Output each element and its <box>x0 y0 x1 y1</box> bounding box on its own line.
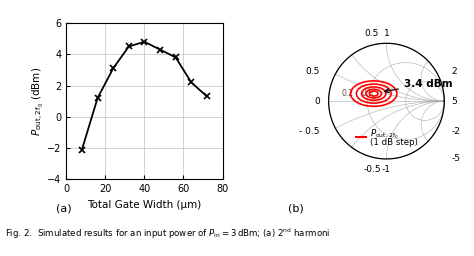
Text: 0.5: 0.5 <box>361 89 373 98</box>
Text: 0.5: 0.5 <box>306 67 320 76</box>
Text: -1: -1 <box>382 165 391 174</box>
Text: 0.5: 0.5 <box>365 28 379 38</box>
Text: $P_{\mathrm{out,2f_0}}$: $P_{\mathrm{out,2f_0}}$ <box>370 128 399 141</box>
Text: (b): (b) <box>288 203 304 213</box>
Text: 0: 0 <box>314 97 320 106</box>
Y-axis label: $P_{\mathrm{out,2f_0}}$ (dBm): $P_{\mathrm{out,2f_0}}$ (dBm) <box>31 67 46 136</box>
Text: Fig. 2.  Simulated results for an input power of $P_{\mathrm{in}}=3\,\mathrm{dBm: Fig. 2. Simulated results for an input p… <box>5 226 330 241</box>
Text: (1 dB step): (1 dB step) <box>370 138 418 147</box>
Text: 5: 5 <box>451 97 457 106</box>
Text: -0.5: -0.5 <box>363 165 381 174</box>
Text: - 0.5: - 0.5 <box>300 127 320 136</box>
Text: (a): (a) <box>56 203 72 213</box>
Text: 0.2: 0.2 <box>342 89 354 98</box>
X-axis label: Total Gate Width (μm): Total Gate Width (μm) <box>87 200 201 210</box>
Text: 3.4 dBm: 3.4 dBm <box>385 79 452 93</box>
Text: 1: 1 <box>383 28 389 38</box>
Text: 2: 2 <box>451 67 457 76</box>
Text: -5: -5 <box>451 154 460 163</box>
Text: -2: -2 <box>451 127 460 136</box>
